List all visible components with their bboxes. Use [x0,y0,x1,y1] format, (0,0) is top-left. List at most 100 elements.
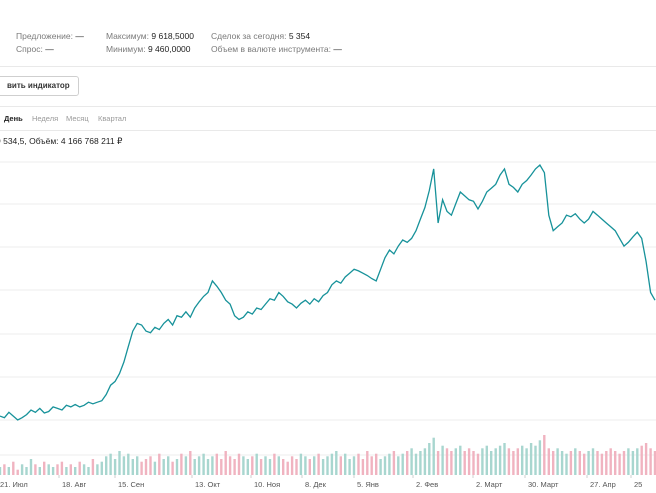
volume-bar [140,461,143,475]
volume-bar [109,453,112,475]
volume-bar [516,448,519,475]
volume-bar [512,451,515,475]
volume-bar [175,459,179,475]
volume-bar [352,456,356,475]
volume-bar [547,448,550,475]
volume-bar [428,443,431,475]
volume-bar [251,456,254,475]
volume-bar [206,459,210,475]
period-tabs: День Неделя Месяц Квартал [0,108,656,130]
bid-label: Предложение: [16,31,73,41]
volume-bar [158,453,161,475]
volume-bar [131,459,134,475]
x-tick-label: 10. Ноя [254,480,280,489]
volume-bar [304,456,307,475]
tab-week[interactable]: Неделя [32,114,59,123]
chart-info: 9 534,5, Объём: 4 166 768 211 ₽ [0,136,123,146]
volume-bar [476,453,480,475]
tab-month[interactable]: Месяц [66,114,89,123]
price-chart[interactable]: 21. Июл 18. Авг 15. Сен 13. Окт 10. Ноя 8. Де… [0,150,656,493]
volume-bar [423,448,427,475]
volume-bar [273,453,276,475]
volume-bar [348,459,351,475]
stats-panel: Предложение: — Спрос: — Максимум: 9 618,… [0,0,656,64]
volume-bar [344,453,347,475]
volume-bar [184,456,188,475]
tab-day[interactable]: День [4,114,23,123]
bid-value: — [75,31,84,41]
volume-bar [481,448,484,475]
volume-bar [82,464,86,475]
volume-bar [503,443,506,475]
x-tick-label: 2. Фев [416,480,438,489]
volume-bar [326,456,329,475]
volume-bar [299,453,303,475]
volume-bar [538,440,542,475]
volume-bar [228,456,232,475]
volume-bar [485,445,488,475]
volume-bar [87,467,90,475]
volume-bar [631,451,635,475]
volume-bar [618,453,621,475]
volume-bar [397,456,400,475]
x-tick-label: 27. Апр [590,480,616,489]
volume-bar [490,451,493,475]
volume-bar [600,453,604,475]
volume-bar [69,464,72,475]
volume-bar [264,456,267,475]
volume-bar [414,453,418,475]
volume-bar [556,448,559,475]
volume-bar [60,461,64,475]
volume-bar [25,467,28,475]
volume-bar [211,456,214,475]
volume-bar [317,453,320,475]
add-indicator-button[interactable]: вить индикатор [0,76,79,96]
x-tick-label: 15. Сен [118,480,144,489]
volume-bar [436,451,440,475]
volume-bar [543,435,546,475]
volume-bar [74,467,77,475]
price-line [0,163,656,421]
volume-bar [335,451,338,475]
max-stat: Максимум: 9 618,5000 [106,31,194,41]
volume-bar [233,459,236,475]
x-tick-label: 2. Март [476,480,503,489]
volume-bar [644,443,648,475]
volume-bars [0,435,656,475]
volume-bar [357,453,360,475]
volume-bar [401,453,404,475]
min-label: Минимум: [106,44,146,54]
volume-bar [255,453,258,475]
volume-bar [321,459,325,475]
volume-bar [640,445,643,475]
volume-bar [308,459,311,475]
x-tick-label: 5. Янв [357,480,379,489]
volume-bar [286,461,289,475]
volume-bar [441,445,444,475]
max-value: 9 618,5000 [151,31,194,41]
tab-quarter[interactable]: Квартал [98,114,127,123]
volume-bar [627,448,630,475]
volume-bar [91,459,95,475]
x-tick-label: 25 [634,480,642,489]
volume-bar [406,451,409,475]
volume-bar [127,453,130,475]
divider [0,106,656,107]
volume-bar [242,456,245,475]
volume-bar [583,453,586,475]
volume-bar [7,467,10,475]
volume-bar [521,445,524,475]
volume-bar [224,451,227,475]
volume-bar [149,456,152,475]
volume-bar [653,451,656,475]
divider [0,130,656,131]
volume-bar [0,467,2,475]
volume-bar [290,456,294,475]
volume-bar [605,451,608,475]
volume-bar [56,464,59,475]
volume-bar [614,451,617,475]
volume-bar [220,459,223,475]
volume-bar [454,448,457,475]
volume-bar [534,445,537,475]
volume-bar [587,451,590,475]
